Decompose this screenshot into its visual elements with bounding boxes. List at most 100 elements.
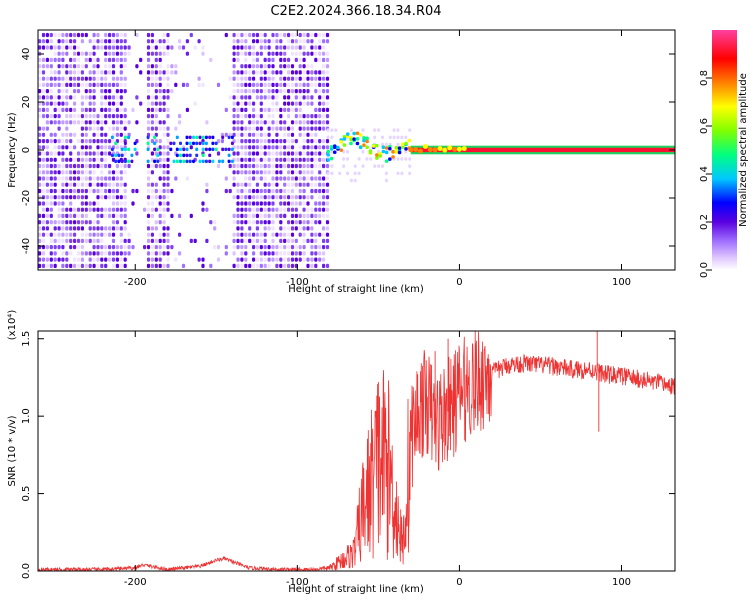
- noise-cell: [302, 220, 306, 225]
- noise-cell: [259, 257, 263, 262]
- noise-cell: [275, 263, 279, 268]
- noise-cell: [119, 101, 123, 106]
- noise-cell: [166, 76, 170, 81]
- noise-cell: [57, 64, 61, 69]
- noise-cell: [69, 114, 73, 119]
- noise-cell: [275, 70, 279, 75]
- noise-cell: [271, 238, 275, 243]
- noise-cell: [57, 32, 61, 38]
- noise-cell: [135, 32, 139, 38]
- noise-cell: [115, 107, 119, 112]
- noise-cell: [96, 139, 100, 144]
- noise-cell: [96, 226, 100, 231]
- noise-cell: [306, 145, 310, 150]
- noise-cell: [166, 45, 170, 50]
- noise-cell: [294, 45, 298, 50]
- noise-cell: [310, 82, 314, 87]
- noise-cell: [248, 151, 252, 156]
- noise-cell: [146, 232, 151, 237]
- noise-cell: [267, 251, 271, 256]
- noise-cell: [146, 195, 151, 200]
- noise-cell: [306, 132, 310, 137]
- noise-cell: [224, 107, 228, 112]
- noise-cell: [255, 32, 259, 38]
- noise-cell: [279, 57, 283, 62]
- noise-cell: [76, 76, 81, 81]
- signal-cell: [185, 147, 189, 152]
- noise-cell: [57, 95, 61, 100]
- noise-cell: [154, 245, 158, 250]
- noise-cell: [252, 163, 256, 169]
- noise-cell: [314, 251, 318, 256]
- noise-cell: [263, 139, 267, 144]
- noise-cell: [271, 114, 275, 119]
- noise-cell: [255, 145, 259, 150]
- noise-cell: [302, 245, 306, 250]
- noise-cell: [325, 64, 330, 69]
- noise-cell: [100, 70, 104, 75]
- noise-cell: [100, 107, 104, 112]
- noise-cell: [259, 95, 263, 100]
- noise-cell: [41, 76, 46, 81]
- noise-cell: [306, 220, 310, 225]
- noise-cell: [267, 245, 271, 250]
- noise-cell: [80, 176, 84, 181]
- noise-cell: [306, 101, 310, 106]
- noise-cell: [166, 163, 170, 169]
- noise-cell: [73, 263, 77, 268]
- noise-cell: [275, 207, 279, 212]
- colorbar-gradient: [712, 30, 737, 270]
- noise-cell: [267, 120, 271, 125]
- noise-cell: [306, 120, 310, 125]
- noise-cell: [115, 188, 119, 194]
- noise-cell: [252, 57, 256, 62]
- noise-cell: [69, 176, 73, 181]
- signal-cell: [397, 150, 402, 155]
- noise-cell: [45, 89, 49, 94]
- noise-cell: [49, 201, 53, 206]
- noise-cell: [111, 232, 116, 237]
- noise-cell: [45, 176, 49, 181]
- noise-cell: [150, 226, 154, 231]
- noise-cell: [271, 39, 275, 44]
- noise-cell: [84, 220, 88, 225]
- noise-cell: [76, 51, 81, 56]
- noise-cell: [158, 82, 162, 87]
- noise-cell: [318, 114, 322, 119]
- y-tick-label: 0.0: [21, 563, 32, 579]
- noise-cell: [162, 132, 166, 137]
- noise-cell: [100, 257, 104, 262]
- noise-cell: [92, 182, 96, 187]
- noise-cell: [41, 126, 46, 131]
- signal-cell: [329, 156, 334, 161]
- noise-cell: [49, 188, 53, 194]
- noise-cell: [240, 263, 244, 268]
- noise-cell: [104, 163, 108, 169]
- noise-cell: [96, 182, 100, 187]
- noise-cell: [158, 151, 162, 156]
- noise-cell: [111, 139, 116, 144]
- noise-cell: [69, 151, 73, 156]
- noise-cell: [244, 245, 248, 250]
- haze-cell: [392, 135, 396, 140]
- noise-cell: [46, 270, 49, 274]
- noise-cell: [158, 39, 162, 44]
- noise-cell: [166, 207, 170, 212]
- noise-cell: [111, 107, 116, 112]
- noise-cell: [45, 95, 49, 100]
- noise-cell: [166, 195, 170, 200]
- haze-cell: [404, 150, 408, 154]
- noise-cell: [80, 51, 84, 56]
- noise-cell: [267, 213, 271, 218]
- noise-cell: [158, 220, 162, 225]
- noise-cell: [271, 82, 275, 87]
- noise-cell: [38, 101, 42, 106]
- noise-cell: [283, 251, 287, 256]
- noise-cell: [166, 132, 170, 137]
- noise-cell: [205, 207, 209, 212]
- signal-cell: [130, 153, 134, 158]
- noise-cell: [310, 226, 314, 231]
- noise-cell: [318, 45, 322, 50]
- noise-cell: [314, 76, 318, 81]
- noise-cell: [302, 82, 306, 87]
